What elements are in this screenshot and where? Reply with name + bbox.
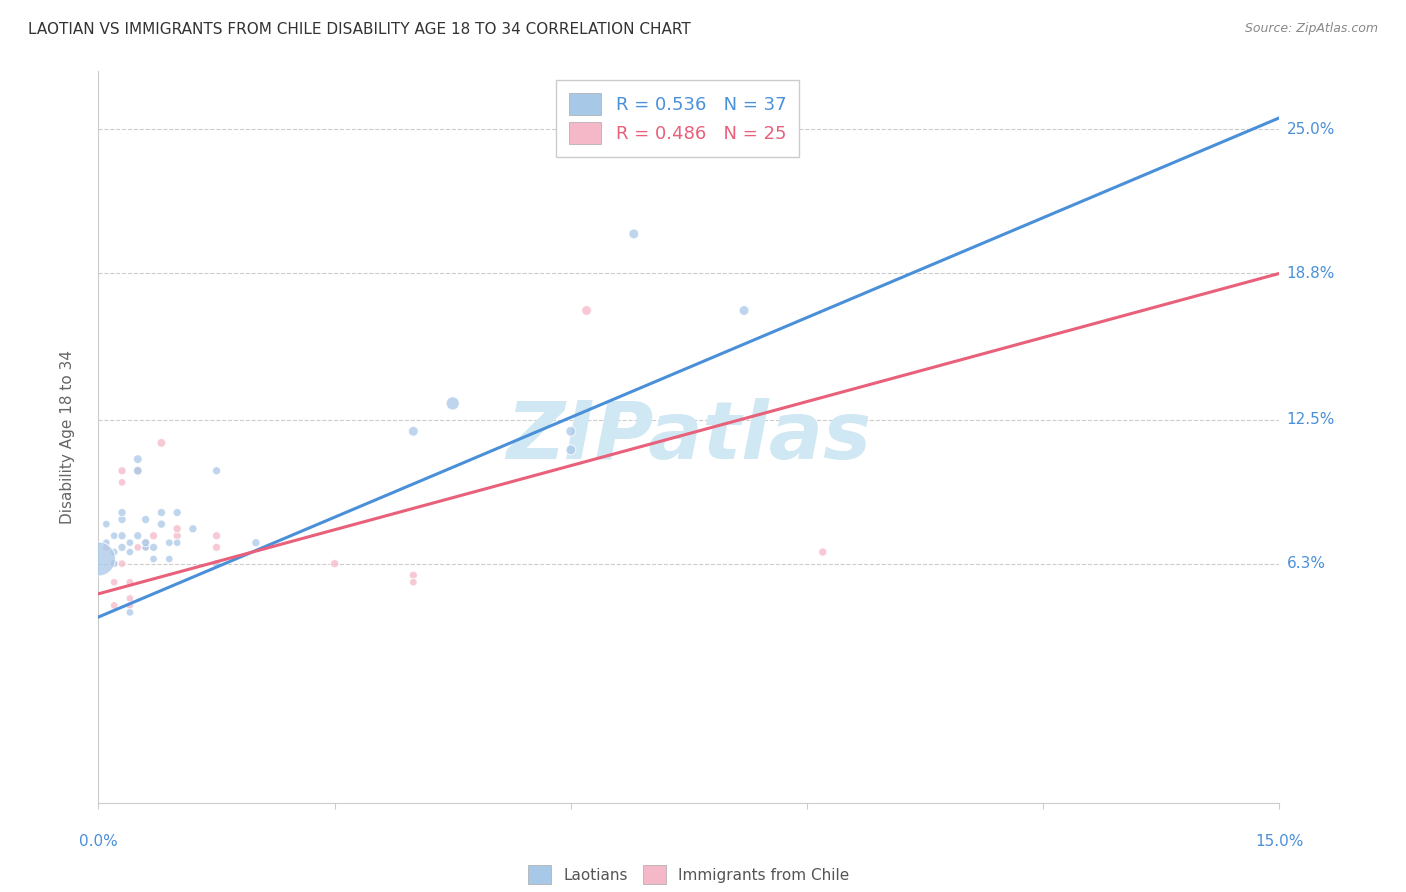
Point [96, 517, 118, 532]
Point [111, 464, 134, 478]
Point [111, 475, 134, 490]
Point [441, 396, 464, 410]
Point [135, 512, 157, 526]
Point [118, 545, 141, 559]
Point [323, 557, 346, 571]
Text: 15.0%: 15.0% [1256, 834, 1303, 849]
Point [157, 552, 180, 566]
Point [245, 535, 267, 549]
Point [142, 552, 165, 566]
Point [103, 575, 125, 590]
Point [127, 529, 149, 543]
Point [205, 541, 228, 555]
Y-axis label: Disability Age 18 to 34: Disability Age 18 to 34 [60, 350, 75, 524]
Point [96, 541, 118, 555]
Legend: R = 0.536   N = 37, R = 0.486   N = 25: R = 0.536 N = 37, R = 0.486 N = 25 [557, 80, 799, 157]
Text: Source: ZipAtlas.com: Source: ZipAtlas.com [1244, 22, 1378, 36]
Point [118, 599, 141, 613]
Point [135, 541, 157, 555]
Point [150, 517, 173, 532]
Point [560, 442, 582, 457]
Point [166, 522, 188, 536]
Text: 0.0%: 0.0% [79, 834, 118, 849]
Point [402, 568, 425, 582]
Point [103, 545, 125, 559]
Point [87, 552, 110, 566]
Point [111, 557, 134, 571]
Point [127, 464, 149, 478]
Point [111, 541, 134, 555]
Point [127, 541, 149, 555]
Point [127, 464, 149, 478]
Text: 12.5%: 12.5% [1286, 412, 1334, 427]
Point [103, 529, 125, 543]
Point [111, 506, 134, 520]
Point [205, 557, 228, 571]
Point [111, 512, 134, 526]
Point [103, 599, 125, 613]
Point [166, 529, 188, 543]
Point [623, 227, 645, 241]
Point [157, 535, 180, 549]
Point [166, 506, 188, 520]
Point [733, 303, 755, 318]
Point [150, 436, 173, 450]
Text: 18.8%: 18.8% [1286, 266, 1334, 281]
Point [142, 541, 165, 555]
Point [103, 557, 125, 571]
Point [127, 452, 149, 467]
Point [142, 529, 165, 543]
Point [181, 522, 204, 536]
Point [118, 575, 141, 590]
Point [560, 424, 582, 438]
Point [118, 535, 141, 549]
Text: LAOTIAN VS IMMIGRANTS FROM CHILE DISABILITY AGE 18 TO 34 CORRELATION CHART: LAOTIAN VS IMMIGRANTS FROM CHILE DISABIL… [28, 22, 690, 37]
Point [402, 575, 425, 590]
Point [811, 545, 834, 559]
Text: 6.3%: 6.3% [1286, 556, 1326, 571]
Point [150, 506, 173, 520]
Point [111, 529, 134, 543]
Point [135, 535, 157, 549]
Point [103, 557, 125, 571]
Point [166, 535, 188, 549]
Text: 25.0%: 25.0% [1286, 122, 1334, 136]
Point [96, 535, 118, 549]
Point [135, 541, 157, 555]
Point [205, 529, 228, 543]
Point [575, 303, 598, 318]
Point [205, 464, 228, 478]
Point [118, 606, 141, 620]
Text: ZIPatlas: ZIPatlas [506, 398, 872, 476]
Point [402, 424, 425, 438]
Point [135, 535, 157, 549]
Point [118, 591, 141, 606]
